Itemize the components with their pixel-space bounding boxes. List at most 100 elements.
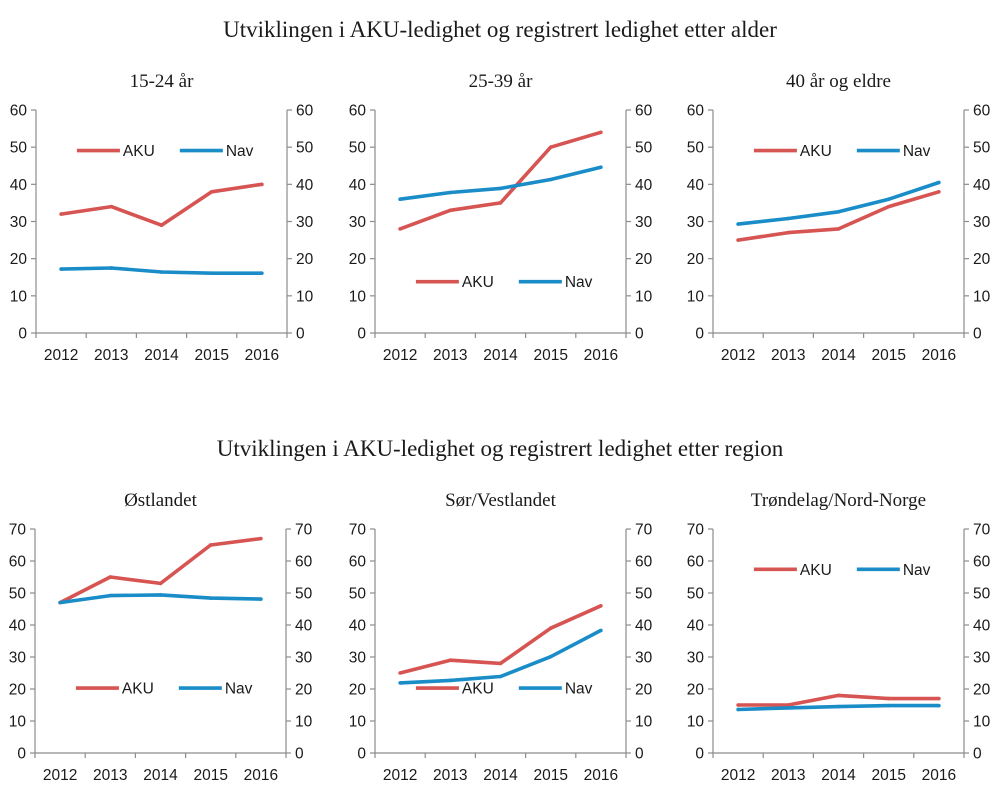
- y-tick-label-left: 60: [349, 554, 367, 571]
- data-point-aku: [109, 204, 114, 209]
- data-point-nav: [786, 706, 791, 710]
- data-point-nav: [886, 703, 891, 708]
- data-point-nav: [109, 266, 114, 270]
- y-tick-label-left: 40: [687, 177, 705, 194]
- legend-label-nav: Nav: [226, 143, 254, 160]
- y-tick-label-left: 50: [687, 140, 705, 157]
- y-tick-label-left: 20: [10, 251, 28, 268]
- y-tick-label-left: 70: [349, 522, 367, 539]
- data-point-nav: [208, 596, 213, 600]
- data-point-nav: [260, 271, 264, 275]
- data-point-aku: [448, 658, 453, 662]
- y-tick-label-right: 0: [635, 746, 644, 763]
- x-tick-label: 2013: [433, 347, 467, 364]
- y-tick-label-left: 50: [349, 586, 367, 603]
- x-tick-label: 2012: [44, 347, 78, 364]
- data-point-nav: [736, 222, 740, 226]
- panel-title: Sør/Vestlandet: [445, 490, 557, 511]
- data-point-aku: [498, 201, 503, 205]
- series-line-nav: [737, 180, 940, 226]
- x-tick-label: 2013: [771, 767, 805, 784]
- data-point-nav: [398, 681, 402, 685]
- data-point-nav: [58, 600, 62, 605]
- data-point-aku: [259, 536, 263, 541]
- y-tick-label-right: 20: [973, 682, 991, 699]
- data-point-nav: [836, 210, 841, 214]
- y-tick-label-right: 60: [635, 554, 653, 571]
- y-tick-label-right: 10: [973, 288, 991, 305]
- y-tick-label-left: 10: [349, 714, 367, 731]
- y-tick-label-left: 30: [349, 214, 367, 231]
- section-title-age: Utviklingen i AKU-ledighet og registrert…: [223, 17, 777, 42]
- data-point-aku: [209, 189, 214, 194]
- y-tick-label-left: 10: [687, 714, 705, 731]
- x-tick-label: 2014: [821, 767, 856, 784]
- y-tick-label-left: 60: [10, 103, 28, 120]
- data-point-nav: [259, 597, 263, 601]
- panel-title: 40 år og eldre: [786, 71, 891, 92]
- x-tick-label: 2012: [383, 347, 417, 364]
- y-tick-label-right: 70: [295, 522, 313, 539]
- x-tick-label: 2014: [143, 767, 178, 784]
- x-tick-label: 2016: [922, 767, 956, 784]
- y-tick-label-right: 20: [635, 251, 653, 268]
- data-point-nav: [599, 165, 603, 170]
- data-point-aku: [398, 227, 402, 231]
- y-tick-label-left: 20: [349, 251, 367, 268]
- y-tick-label-right: 50: [973, 586, 991, 603]
- data-point-nav: [548, 654, 553, 659]
- data-point-aku: [886, 696, 891, 701]
- chart-panel: Trøndelag/Nord-Norge 0 10 20 30 40 50 60 70 0 10 20…: [687, 490, 991, 784]
- data-point-aku: [937, 696, 941, 701]
- y-tick-label-left: 10: [9, 714, 27, 731]
- chart-panel: Sør/Vestlandet 0 10 20 30 40 50 60 70 0 10 20 30 40 50…: [349, 490, 653, 784]
- y-tick-label-right: 40: [635, 177, 653, 194]
- y-tick-label-left: 20: [687, 682, 705, 699]
- y-tick-label-right: 70: [973, 522, 991, 539]
- y-tick-label-left: 70: [9, 522, 27, 539]
- legend-label-aku: AKU: [800, 143, 832, 160]
- x-tick-label: 2014: [483, 347, 518, 364]
- chart-panel: 15-24 år 0 10 20 30 40 50 60 0 10 20 30 40 50 60 2012 20…: [10, 71, 314, 364]
- data-point-nav: [736, 707, 740, 712]
- y-tick-label-left: 30: [9, 650, 27, 667]
- y-tick-label-left: 10: [349, 288, 367, 305]
- data-point-nav: [548, 177, 553, 182]
- data-point-nav: [498, 674, 503, 679]
- y-tick-label-left: 60: [687, 554, 705, 571]
- y-tick-label-right: 30: [973, 650, 991, 667]
- legend: AKU Nav: [753, 562, 931, 579]
- x-tick-label: 2016: [244, 767, 278, 784]
- data-point-aku: [736, 703, 740, 707]
- y-tick-label-left: 30: [687, 650, 705, 667]
- data-point-nav: [158, 593, 163, 597]
- y-tick-label-left: 20: [687, 251, 705, 268]
- legend: AKU Nav: [76, 143, 254, 160]
- x-tick-label: 2015: [193, 767, 227, 784]
- data-point-aku: [886, 204, 891, 209]
- series-line-aku: [399, 130, 602, 231]
- data-point-nav: [448, 190, 453, 195]
- data-point-aku: [159, 223, 164, 228]
- y-tick-label-left: 30: [687, 214, 705, 231]
- y-tick-label-right: 60: [973, 554, 991, 571]
- y-tick-label-left: 40: [349, 618, 367, 635]
- section-title-region: Utviklingen i AKU-ledighet og registrert…: [217, 436, 784, 461]
- data-point-nav: [836, 704, 841, 709]
- y-tick-label-right: 30: [635, 650, 653, 667]
- y-tick-label-left: 0: [18, 326, 27, 343]
- data-point-aku: [836, 227, 841, 231]
- data-point-aku: [937, 189, 941, 194]
- y-tick-label-right: 10: [295, 714, 313, 731]
- y-tick-label-right: 10: [635, 714, 653, 731]
- data-point-nav: [448, 678, 453, 683]
- data-point-nav: [599, 628, 603, 633]
- y-tick-label-right: 10: [973, 714, 991, 731]
- y-tick-label-right: 60: [295, 554, 313, 571]
- y-tick-label-right: 10: [635, 288, 653, 305]
- data-point-aku: [548, 145, 553, 149]
- legend-label-aku: AKU: [122, 681, 154, 698]
- x-tick-label: 2012: [721, 347, 755, 364]
- data-point-nav: [108, 593, 113, 598]
